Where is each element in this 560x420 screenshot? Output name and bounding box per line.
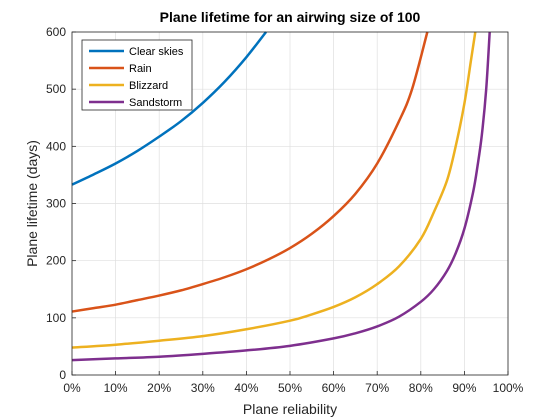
x-tick-label: 40% [234,381,258,395]
x-tick-label: 50% [278,381,302,395]
x-tick-label: 20% [147,381,171,395]
x-tick-label: 0% [63,381,81,395]
y-tick-labels: 0 100 200 300 400 500 600 [46,25,76,382]
x-tick-label: 10% [104,381,128,395]
x-tick-label: 100% [493,381,524,395]
y-tick-label: 600 [46,25,66,39]
y-tick-label: 100 [46,311,66,325]
x-tick-labels: 0% 10% 20% 30% 40% 50% 60% 70% 80% 90% 100% [63,371,524,395]
y-tick-label: 0 [59,368,66,382]
x-tick-label: 30% [191,381,215,395]
legend-label-blizzard: Blizzard [129,80,168,92]
legend-label-clear-skies: Clear skies [129,46,184,58]
series-line-rain [71,31,429,313]
y-axis-label: Plane lifetime (days) [24,140,40,267]
series-line-blizzard [71,31,477,349]
x-tick-label: 80% [409,381,433,395]
chart-title: Plane lifetime for an airwing size of 10… [160,9,421,25]
x-tick-label: 70% [365,381,389,395]
series-line-clear-skies [71,31,268,186]
x-axis-label: Plane reliability [243,401,337,417]
y-tick-label: 300 [46,197,66,211]
x-tick-label: 60% [322,381,346,395]
y-tick-label: 400 [46,139,66,153]
x-tick-label: 90% [452,381,476,395]
y-tick-label: 200 [46,254,66,268]
y-tick-label: 500 [46,82,66,96]
legend-label-sandstorm: Sandstorm [129,97,182,109]
legend-label-rain: Rain [129,63,152,75]
series-line-sandstorm [71,31,491,362]
series-layer [71,31,491,362]
legend: Clear skies Rain Blizzard Sandstorm [81,39,193,111]
